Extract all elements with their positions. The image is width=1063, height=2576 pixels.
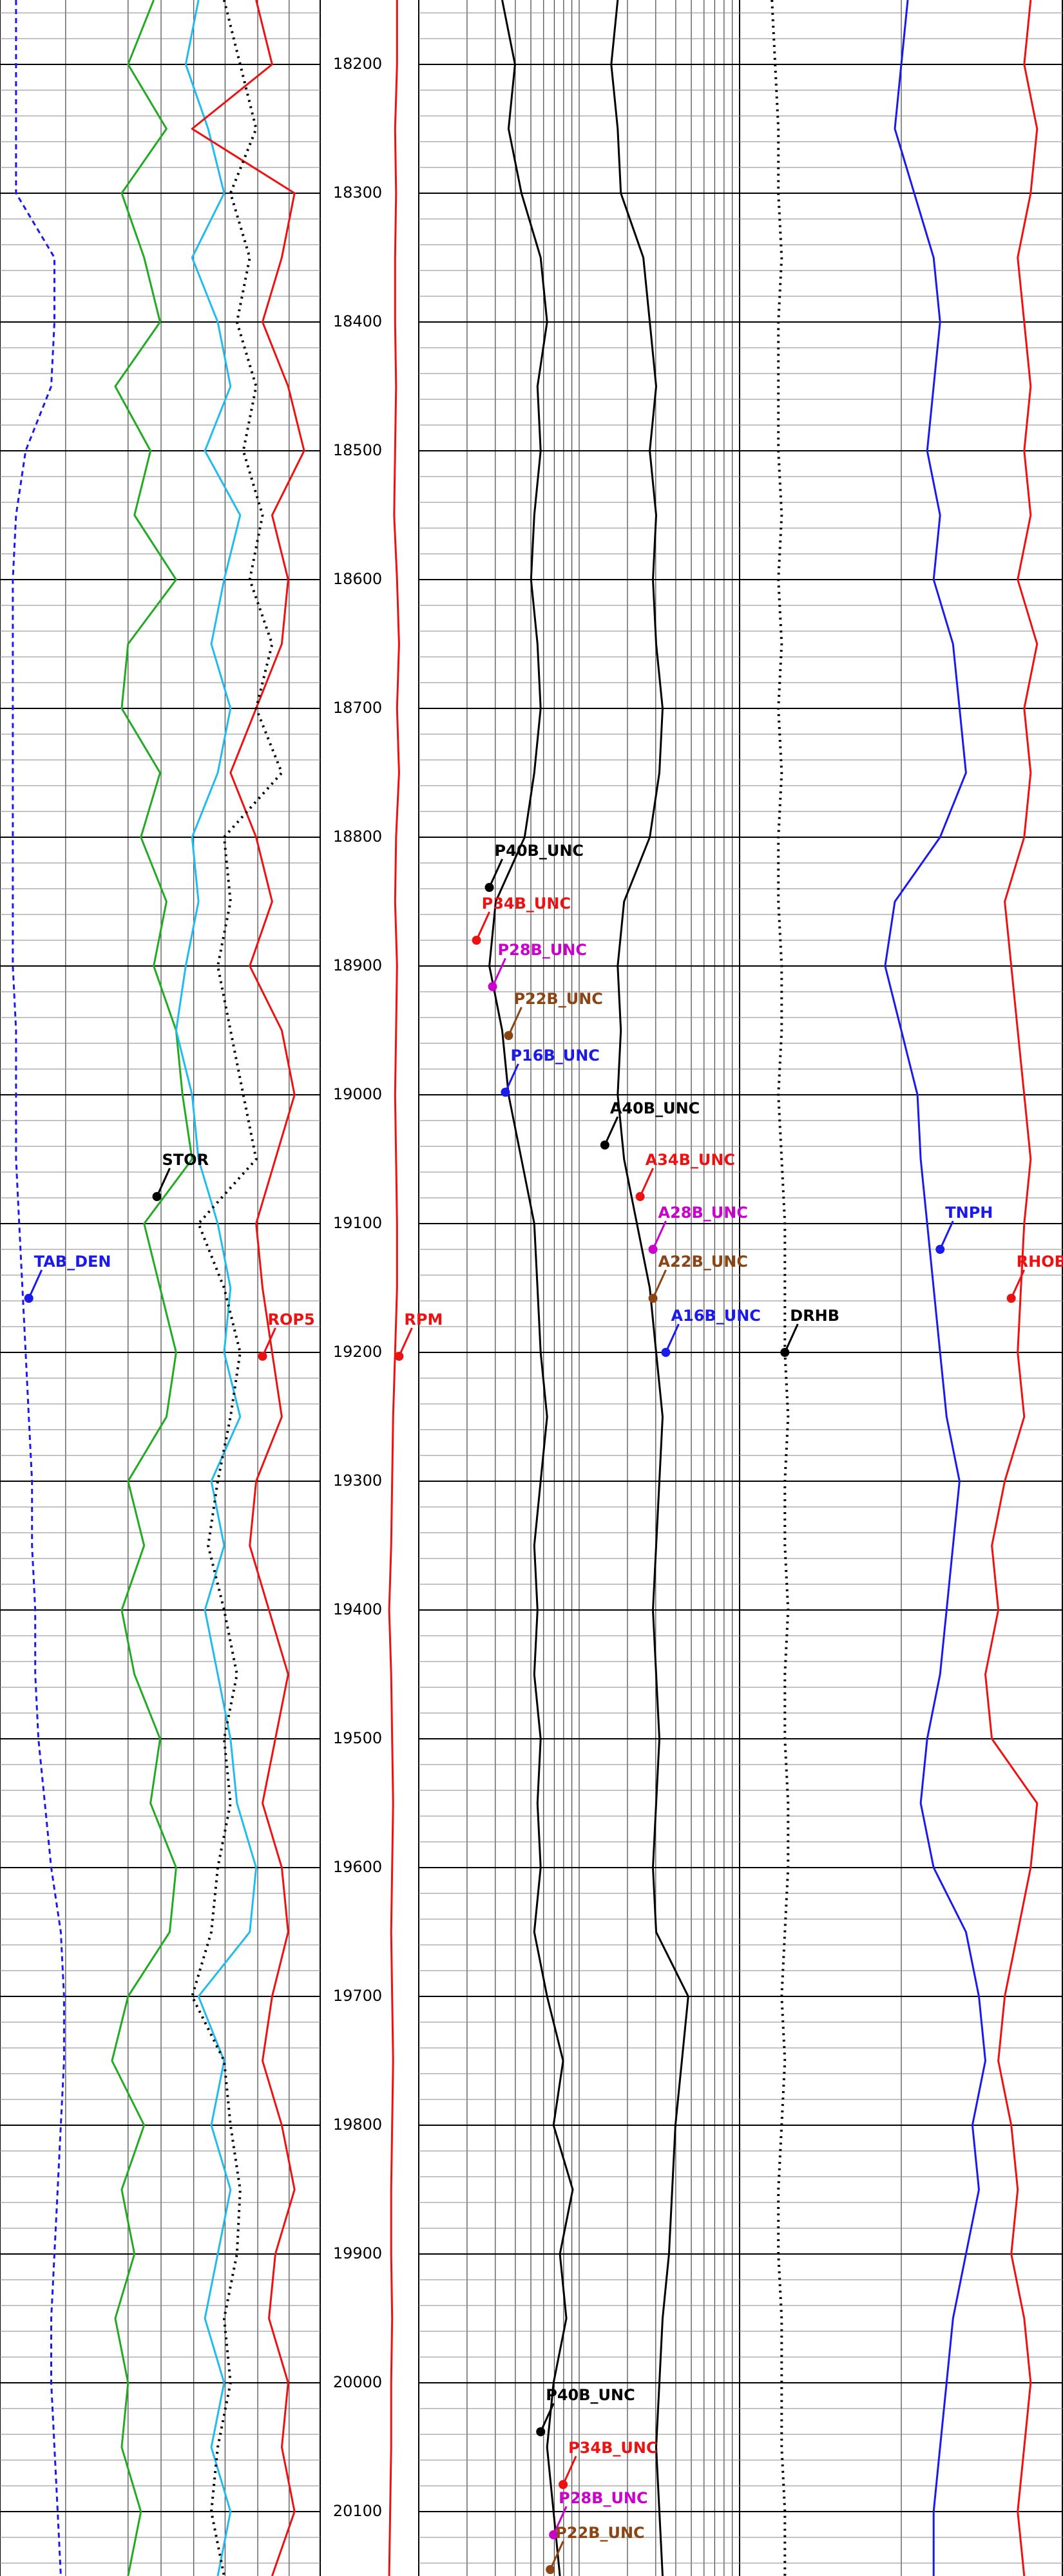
annotation-arrowhead — [504, 1031, 513, 1040]
annotation-arrowhead — [484, 883, 494, 892]
annotation-arrow — [652, 1220, 667, 1250]
annotation-arrowhead — [600, 1141, 609, 1150]
depth-label: 18200 — [333, 55, 382, 73]
annotation-arrow — [783, 1323, 799, 1353]
annotation-arrow — [562, 2456, 577, 2485]
annotation-arrow — [508, 1007, 522, 1036]
annotation-label: RPM — [404, 1311, 443, 1329]
annotation-label: P34B_UNC — [568, 2439, 657, 2457]
log-curve — [610, 0, 689, 2576]
depth-label: 19600 — [333, 1858, 382, 1876]
annotation-arrow — [398, 1327, 413, 1357]
annotation-label: TNPH — [945, 1204, 993, 1222]
annotation-arrowhead — [648, 1245, 658, 1254]
depth-label: 19400 — [333, 1600, 382, 1618]
depth-label: 20100 — [333, 2502, 382, 2520]
annotation-label: DRHB — [790, 1307, 839, 1325]
depth-label: 20000 — [333, 2373, 382, 2391]
annotation-arrow — [504, 1063, 519, 1093]
annotation-arrow — [639, 1168, 654, 1197]
log-curve — [388, 0, 400, 2576]
annotation-label: ROP5 — [268, 1311, 315, 1329]
log-curve — [984, 0, 1039, 2576]
annotation-arrowhead — [635, 1192, 645, 1201]
annotation-arrowhead — [536, 2427, 546, 2436]
depth-label: 19000 — [333, 1085, 382, 1103]
depth-label: 18300 — [333, 184, 382, 202]
annotation-arrowhead — [472, 936, 481, 945]
log-curve — [111, 0, 193, 2576]
annotation-arrow — [539, 2403, 555, 2432]
log-curve — [488, 0, 574, 2576]
annotation-label: P22B_UNC — [513, 990, 602, 1008]
annotation-label: TAB_DEN — [34, 1253, 111, 1271]
annotation-arrowhead — [648, 1294, 658, 1303]
annotation-label: P34B_UNC — [482, 895, 571, 913]
annotation-arrow — [475, 911, 491, 941]
annotation-arrowhead — [549, 2530, 559, 2539]
annotation-arrowhead — [780, 1348, 790, 1357]
depth-label: 19900 — [333, 2244, 382, 2262]
depth-label: 18700 — [333, 699, 382, 717]
annotation-arrowhead — [546, 2565, 555, 2574]
depth-label: 18500 — [333, 441, 382, 459]
depth-label: 19500 — [333, 1729, 382, 1747]
annotation-label: STOR — [162, 1151, 209, 1169]
depth-label: 19700 — [333, 1987, 382, 2005]
annotation-label: A34B_UNC — [646, 1151, 735, 1169]
log-curve — [12, 0, 65, 2576]
annotation-label: P28B_UNC — [559, 2489, 647, 2507]
annotation-label: A40B_UNC — [610, 1099, 700, 1117]
annotation-arrow — [28, 1269, 43, 1299]
depth-label: 19800 — [333, 2116, 382, 2134]
annotation-arrowhead — [501, 1088, 510, 1097]
annotation-arrowhead — [24, 1294, 34, 1303]
annotation-label: A28B_UNC — [658, 1204, 748, 1222]
annotation-label: P40B_UNC — [495, 842, 584, 860]
annotation-label: P16B_UNC — [510, 1046, 599, 1065]
annotation-arrow — [1010, 1269, 1026, 1299]
annotation-arrow — [488, 858, 503, 888]
log-curve — [884, 0, 986, 2576]
annotation-label: A16B_UNC — [671, 1307, 760, 1325]
annotation-arrowhead — [661, 1348, 671, 1357]
depth-label: 18600 — [333, 570, 382, 588]
annotation-arrow — [549, 2541, 564, 2570]
log-curve — [191, 0, 283, 2576]
annotation-label: P28B_UNC — [498, 941, 587, 959]
annotation-label: P22B_UNC — [555, 2524, 644, 2542]
log-curve — [771, 0, 790, 2576]
annotation-arrow — [604, 1116, 619, 1146]
depth-label: 19100 — [333, 1214, 382, 1232]
log-curve — [191, 0, 305, 2576]
depth-label: 19200 — [333, 1343, 382, 1361]
annotation-arrow — [652, 1269, 667, 1299]
annotation-arrow — [262, 1327, 276, 1357]
annotation-arrowhead — [488, 982, 497, 991]
annotation-arrowhead — [394, 1352, 404, 1361]
annotation-label: RHOB — [1017, 1253, 1063, 1271]
annotation-arrowhead — [559, 2480, 568, 2489]
depth-label: 18900 — [333, 956, 382, 974]
annotation-arrow — [552, 2506, 568, 2535]
annotation-arrowhead — [1006, 1294, 1016, 1303]
depth-label: 18400 — [333, 312, 382, 330]
annotation-arrowhead — [152, 1192, 162, 1201]
depth-label: 19300 — [333, 1472, 382, 1490]
annotation-arrow — [156, 1168, 171, 1197]
annotation-arrow — [939, 1220, 954, 1250]
annotation-arrow — [665, 1323, 680, 1353]
annotation-arrowhead — [935, 1245, 945, 1254]
depth-label: 18800 — [333, 828, 382, 846]
annotation-arrowhead — [258, 1352, 267, 1361]
annotation-label: P40B_UNC — [546, 2386, 635, 2404]
log-curve — [175, 0, 258, 2576]
annotation-arrow — [492, 958, 506, 987]
annotation-label: A22B_UNC — [658, 1253, 748, 1271]
